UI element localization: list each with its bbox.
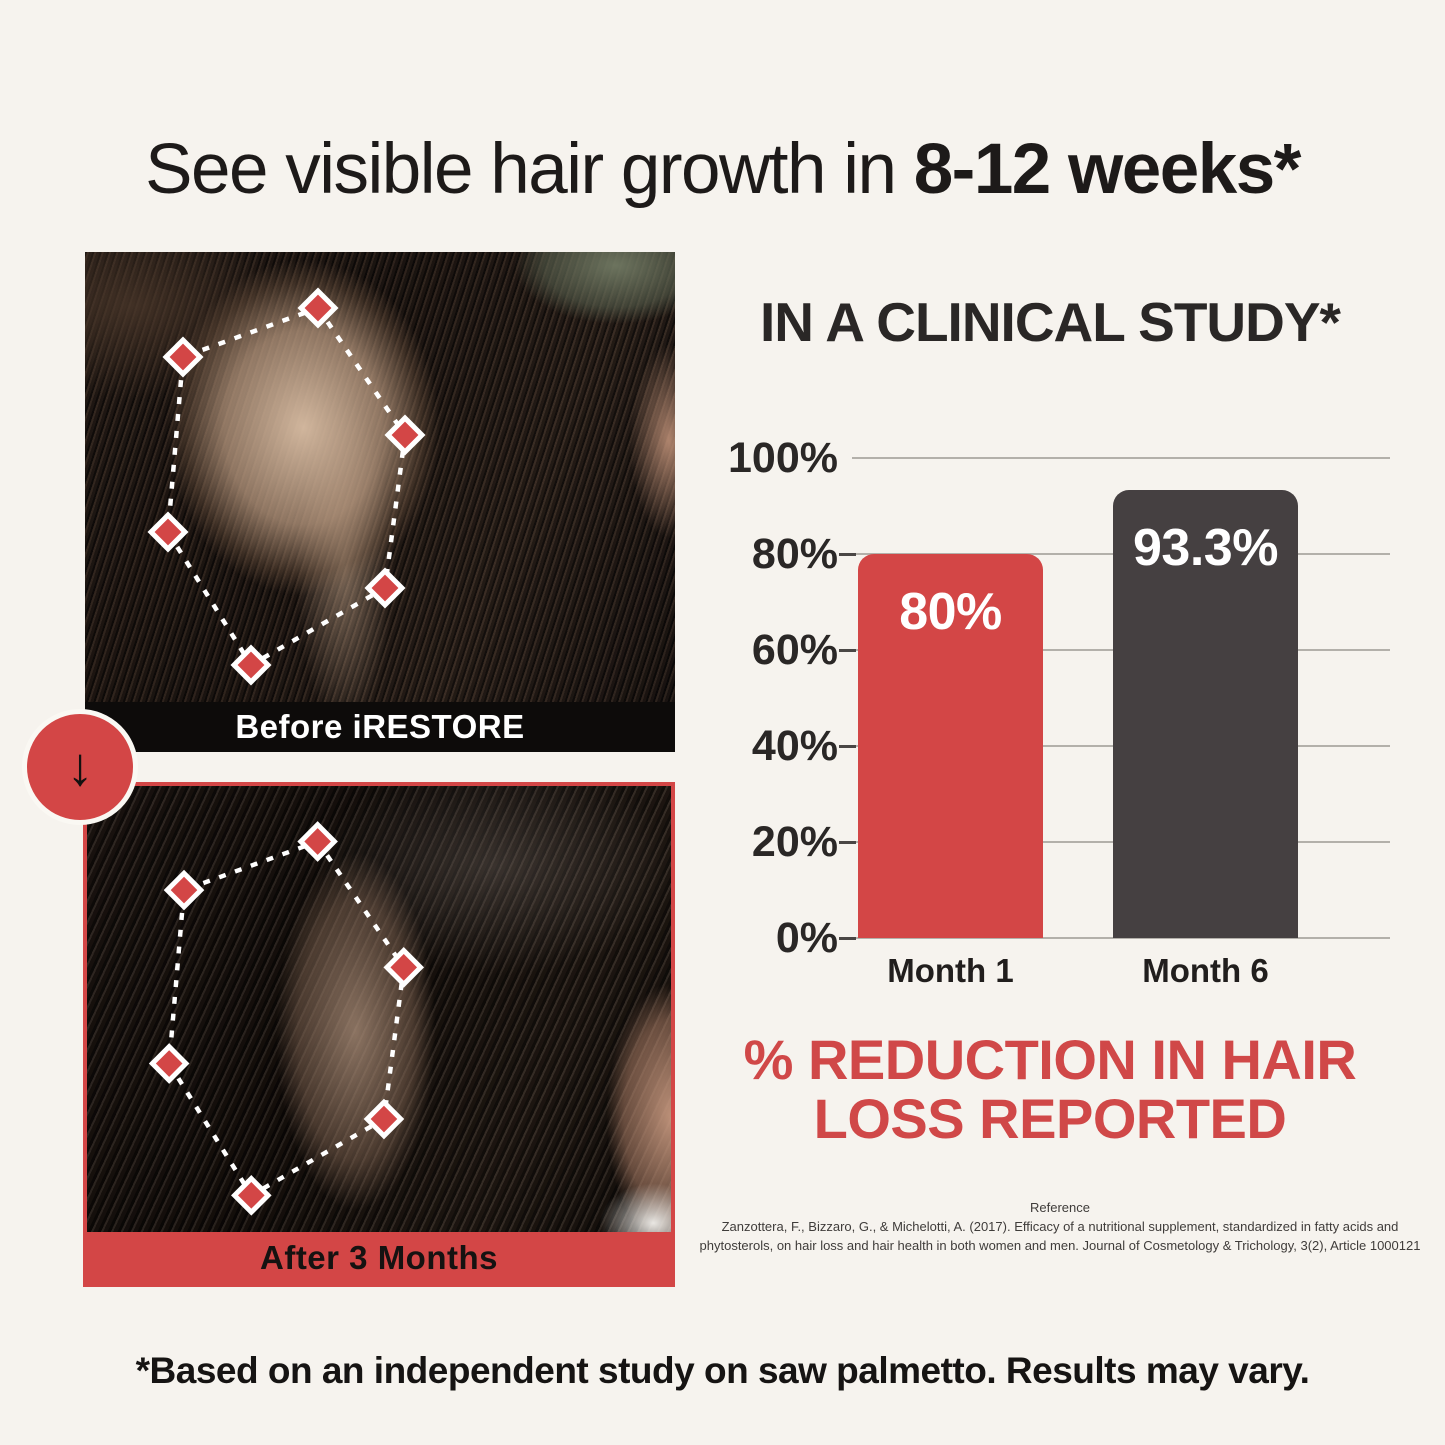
axis-tick <box>839 649 856 652</box>
headline-regular: See visible hair growth in <box>145 129 914 209</box>
axis-tick <box>839 553 856 556</box>
measurement-polygon-overlay <box>147 287 426 686</box>
measurement-polygon-overlay <box>148 821 425 1216</box>
marker-diamonds <box>147 287 426 686</box>
before-label: Before iRESTORE <box>85 702 675 752</box>
before-photo-card: Before iRESTORE <box>85 252 675 752</box>
bar-value-label: 93.3% <box>1133 519 1278 578</box>
y-axis-label: 40% <box>751 722 838 770</box>
headline-bold: 8-12 weeks* <box>913 129 1302 209</box>
y-axis-label: 60% <box>751 626 838 674</box>
down-arrow-badge: ↓ <box>22 709 138 825</box>
x-axis-label-1: Month 1 <box>887 952 1014 989</box>
bar-month-1: 80% <box>858 554 1043 938</box>
after-scalp-image <box>87 786 671 1232</box>
study-heading: IN A CLINICAL STUDY* <box>760 291 1341 353</box>
page-title: See visible hair growth in 8-12 weeks* <box>0 134 1445 205</box>
gridline-0 <box>852 937 1390 939</box>
chart-caption-line1: % REDUCTION IN HAIR <box>743 1028 1357 1091</box>
down-arrow-icon: ↓ <box>66 737 94 797</box>
x-axis-label-2: Month 6 <box>1142 952 1269 989</box>
y-axis-label: 20% <box>751 818 838 866</box>
after-label: After 3 Months <box>87 1232 671 1283</box>
y-axis-label: 0% <box>775 914 838 962</box>
bar-value-label: 80% <box>899 583 1002 641</box>
reference-line2: phytosterols, on hair loss and hair heal… <box>699 1238 1421 1253</box>
chart-caption: % REDUCTION IN HAIR LOSS REPORTED <box>700 1030 1400 1149</box>
gridline-100 <box>852 457 1390 459</box>
bar-month-6: 93.3% <box>1113 490 1298 938</box>
y-axis-label: 100% <box>728 434 838 482</box>
bar-chart: 100% 80% 60% 40% 20% 0% 80% Month 1 93.3% Month 6 <box>700 430 1400 1005</box>
chart-caption-line2: LOSS REPORTED <box>813 1087 1287 1151</box>
reference-line1: Zanzottera, F., Bizzaro, G., & Michelott… <box>721 1219 1399 1234</box>
axis-tick <box>839 745 856 748</box>
disclaimer-text: *Based on an independent study on saw pa… <box>135 1350 1310 1391</box>
axis-tick <box>839 841 856 844</box>
before-scalp-image <box>85 252 675 702</box>
after-photo-card: After 3 Months <box>83 782 675 1287</box>
marker-diamonds <box>148 821 425 1216</box>
y-axis-label: 80% <box>751 530 838 578</box>
reference-heading: Reference <box>1030 1200 1090 1215</box>
reference-block: Reference Zanzottera, F., Bizzaro, G., &… <box>698 1198 1422 1255</box>
axis-tick <box>839 937 856 940</box>
